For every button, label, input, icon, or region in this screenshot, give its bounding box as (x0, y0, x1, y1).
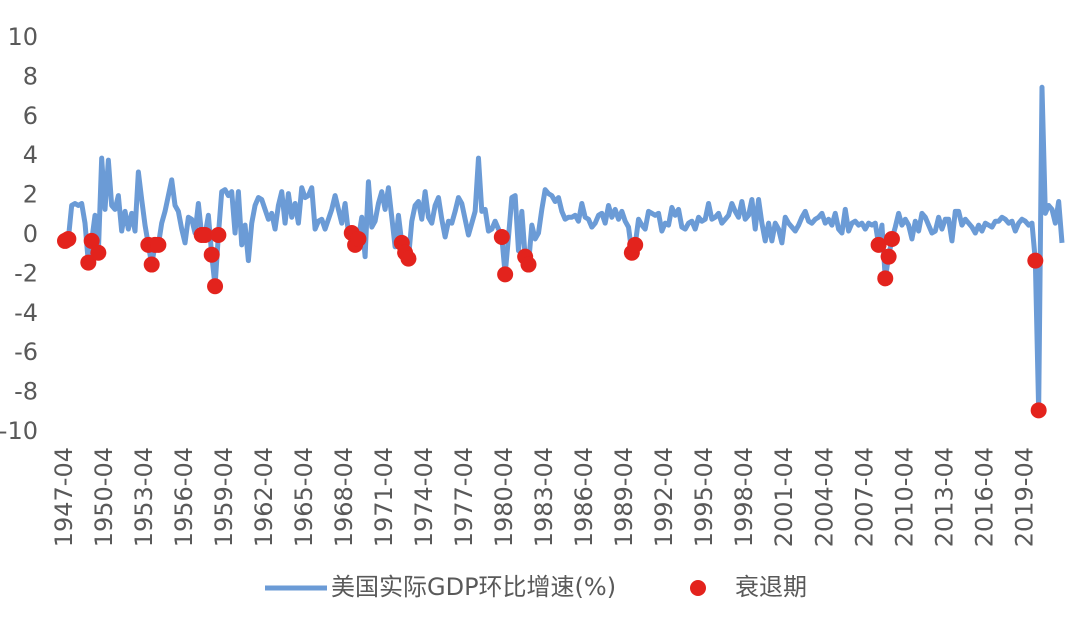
recession-dot (90, 244, 107, 261)
x-tick-label: 2004-04 (810, 447, 838, 547)
recession-dot (497, 266, 514, 283)
x-tick-label: 1947-04 (50, 447, 78, 547)
x-tick-label: 1989-04 (610, 447, 638, 547)
y-tick-label: -6 (14, 338, 38, 366)
recession-dot (203, 246, 220, 263)
y-tick-label: -2 (14, 259, 38, 287)
y-tick-label: 10 (7, 23, 38, 51)
x-tick-label: 1971-04 (370, 447, 398, 547)
x-tick-label: 1980-04 (490, 447, 518, 547)
y-tick-label: 2 (23, 181, 38, 209)
x-tick-label: 1968-04 (330, 447, 358, 547)
x-tick-label: 2007-04 (850, 447, 878, 547)
x-tick-label: 1983-04 (530, 447, 558, 547)
y-tick-label: 6 (23, 102, 38, 130)
x-tick-label: 1959-04 (210, 447, 238, 547)
gdp-line (63, 84, 1065, 413)
x-tick-label: 1974-04 (410, 447, 438, 547)
recession-dot (143, 256, 160, 273)
x-tick-label: 1986-04 (570, 447, 598, 547)
x-tick-label: 1953-04 (130, 447, 158, 547)
x-tick-label: 1992-04 (650, 447, 678, 547)
legend-label: 美国实际GDP环比增速(%) (331, 573, 616, 601)
legend-dot (690, 580, 706, 596)
recession-dot (883, 230, 900, 247)
x-tick-label: 2001-04 (770, 447, 798, 547)
recession-dot (210, 227, 227, 243)
x-tick-label: 2013-04 (930, 447, 958, 547)
recession-dot (150, 236, 167, 253)
x-tick-label: 1977-04 (450, 447, 478, 547)
recession-dot (627, 236, 644, 253)
recession-dot (493, 228, 510, 245)
x-tick-label: 2019-04 (1010, 447, 1038, 547)
x-tick-label: 1962-04 (250, 447, 278, 547)
recession-dot (880, 248, 897, 265)
recession-dot (1030, 402, 1047, 419)
recession-dot (83, 232, 100, 249)
y-tick-label: -8 (14, 378, 38, 406)
y-tick-label: 8 (23, 62, 38, 90)
recession-dot (870, 236, 887, 253)
legend-label: 衰退期 (735, 573, 807, 601)
x-tick-label: 2016-04 (970, 447, 998, 547)
y-tick-label: 4 (23, 141, 38, 169)
recession-dot (80, 254, 97, 271)
x-tick-label: 1998-04 (730, 447, 758, 547)
x-tick-label: 2010-04 (890, 447, 918, 547)
x-tick-label: 1956-04 (170, 447, 198, 547)
x-tick-label: 1950-04 (90, 447, 118, 547)
x-tick-label: 1995-04 (690, 447, 718, 547)
y-tick-label: -10 (0, 417, 38, 445)
recession-dot (520, 256, 537, 273)
recession-dot (1027, 252, 1044, 269)
recession-dot (400, 250, 417, 267)
y-tick-label: 0 (23, 220, 38, 248)
recession-dot (197, 227, 214, 243)
recession-dot (207, 278, 224, 295)
recession-dot (60, 230, 77, 247)
recession-dot (350, 230, 367, 247)
x-tick-label: 1965-04 (290, 447, 318, 547)
recession-dot (877, 270, 894, 287)
y-tick-label: -4 (14, 299, 38, 327)
